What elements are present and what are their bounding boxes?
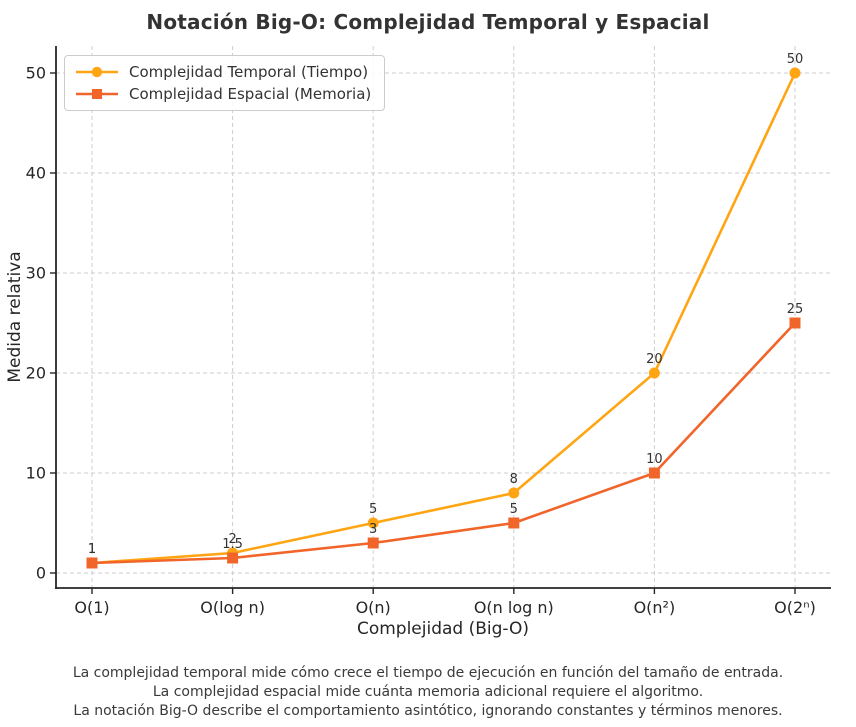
x-tick-label: O(log n) xyxy=(200,598,265,617)
series-line xyxy=(90,321,797,565)
legend-circle-marker-icon xyxy=(76,66,118,78)
data-point-label: 1 xyxy=(88,542,96,557)
data-point-square xyxy=(227,552,239,564)
x-tick-label: O(n²) xyxy=(634,598,676,617)
data-point-circle xyxy=(508,487,520,499)
y-tick-label: 40 xyxy=(26,164,46,183)
legend-item: Complejidad Temporal (Tiempo) xyxy=(74,63,371,81)
legend: Complejidad Temporal (Tiempo) Complejidad… xyxy=(64,55,386,111)
chart-title: Notación Big-O: Complejidad Temporal y E… xyxy=(146,10,710,34)
data-point-label: 3 xyxy=(369,522,377,537)
data-point-label: 5 xyxy=(369,502,377,517)
y-tick-label: 10 xyxy=(26,464,46,483)
footer-notes: La complejidad temporal mide cómo crece … xyxy=(0,664,856,721)
legend-label: Complejidad Temporal (Tiempo) xyxy=(129,63,369,81)
data-point-label: 25 xyxy=(787,302,804,317)
data-point-circle xyxy=(789,67,801,79)
legend-square-marker-icon xyxy=(76,89,118,99)
x-tick-label: O(1) xyxy=(74,598,109,617)
series-line xyxy=(90,71,797,565)
x-tick-label: O(2ⁿ) xyxy=(774,598,816,617)
data-point-label: 1.5 xyxy=(222,537,243,552)
data-point-circle xyxy=(648,367,660,379)
data-point-label: 10 xyxy=(646,452,663,467)
footer-note-line-1: La complejidad temporal mide cómo crece … xyxy=(72,665,784,681)
data-point-circle xyxy=(367,517,379,529)
data-point-label: 20 xyxy=(646,352,663,367)
y-tick-label: 50 xyxy=(26,64,46,83)
x-axis-label: Complejidad (Big-O) xyxy=(357,619,529,639)
x-tick-label: O(n log n) xyxy=(474,598,554,617)
footer-note-line-2: La complejidad espacial mide cuánta memo… xyxy=(152,684,704,700)
data-point-square xyxy=(367,537,379,549)
data-point-square xyxy=(789,317,801,329)
data-point-square xyxy=(508,517,520,529)
y-tick-label: 20 xyxy=(26,364,46,383)
data-point-label: 2 xyxy=(228,532,236,547)
y-tick-label: 0 xyxy=(36,564,46,583)
legend-label: Complejidad Espacial (Memoria) xyxy=(129,85,372,103)
legend-item: Complejidad Espacial (Memoria) xyxy=(74,85,371,103)
footer-note-line-3: La notación Big-O describe el comportami… xyxy=(73,703,783,719)
data-point-label: 8 xyxy=(510,472,518,487)
data-point-label: 50 xyxy=(787,52,804,67)
data-point-square xyxy=(86,557,98,569)
data-point-label: 5 xyxy=(510,502,518,517)
x-tick-label: O(n) xyxy=(356,598,391,617)
y-tick-label: 30 xyxy=(26,264,46,283)
y-axis-label: Medida relativa xyxy=(5,251,25,382)
data-point-square xyxy=(648,467,660,479)
data-point-label: 1 xyxy=(88,542,96,557)
